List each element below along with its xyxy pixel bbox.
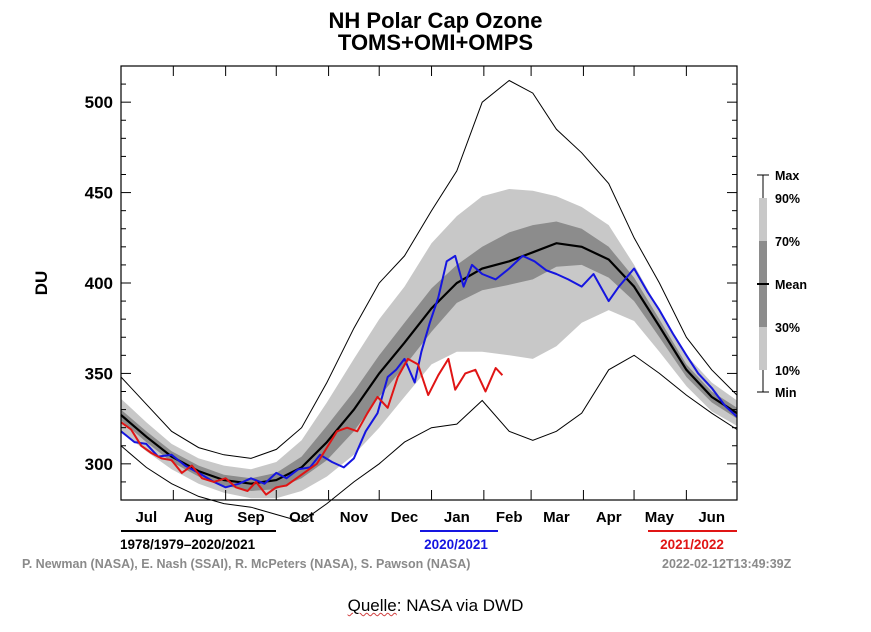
x-tick-label-jul: Jul (135, 509, 157, 526)
y-tick-label: 500 (85, 93, 113, 112)
x-tick-label-feb: Feb (496, 509, 523, 526)
legend-label-30pct: 30% (775, 321, 800, 335)
source-suffix: : NASA via DWD (396, 596, 524, 615)
legend-label-10pct: 10% (775, 364, 800, 378)
x-tick-label-dec: Dec (391, 509, 419, 526)
x-tick-label-nov: Nov (340, 509, 369, 526)
band-10-90 (121, 189, 737, 499)
series-line-2021-2022 (120, 357, 504, 496)
y-tick-label: 450 (85, 184, 113, 203)
x-tick-label-aug: Aug (184, 509, 213, 526)
y-tick-label: 350 (85, 364, 113, 383)
legend-label-70pct: 70% (775, 235, 800, 249)
legend-label-max: Max (775, 169, 799, 183)
legend-label-90pct: 90% (775, 192, 800, 206)
legend-label-season-1: 2020/2021 (424, 537, 488, 552)
chart-title: NH Polar Cap Ozone (328, 8, 543, 33)
x-tick-label-oct: Oct (289, 509, 314, 526)
y-tick-label: 300 (85, 455, 113, 474)
legend-label-season-2: 2021/2022 (660, 537, 724, 552)
line-mean (120, 242, 738, 485)
x-tick-label-mar: Mar (543, 509, 570, 526)
legend-label-season-0: 1978/1979–2020/2021 (120, 537, 256, 552)
x-tick-label-jun: Jun (698, 509, 725, 526)
x-tick-label-jan: Jan (444, 509, 470, 526)
line-min (120, 354, 738, 523)
x-tick-label-may: May (645, 509, 675, 526)
legend-label-mean: Mean (775, 278, 807, 292)
legend-label-min: Min (775, 386, 797, 400)
credits-authors: P. Newman (NASA), E. Nash (SSAI), R. McP… (22, 557, 471, 571)
x-tick-label-apr: Apr (596, 509, 622, 526)
x-tick-label-sep: Sep (237, 509, 265, 526)
credits-timestamp: 2022-02-12T13:49:39Z (662, 557, 792, 571)
y-axis-label: DU (32, 271, 51, 296)
chart-subtitle: TOMS+OMI+OMPS (337, 30, 534, 55)
line-max (120, 79, 738, 459)
source-prefix: Quelle (347, 596, 397, 615)
y-tick-label: 400 (85, 274, 113, 293)
source-caption: Quelle: NASA via DWD (0, 596, 871, 616)
series-line-2020-2021 (120, 254, 738, 489)
